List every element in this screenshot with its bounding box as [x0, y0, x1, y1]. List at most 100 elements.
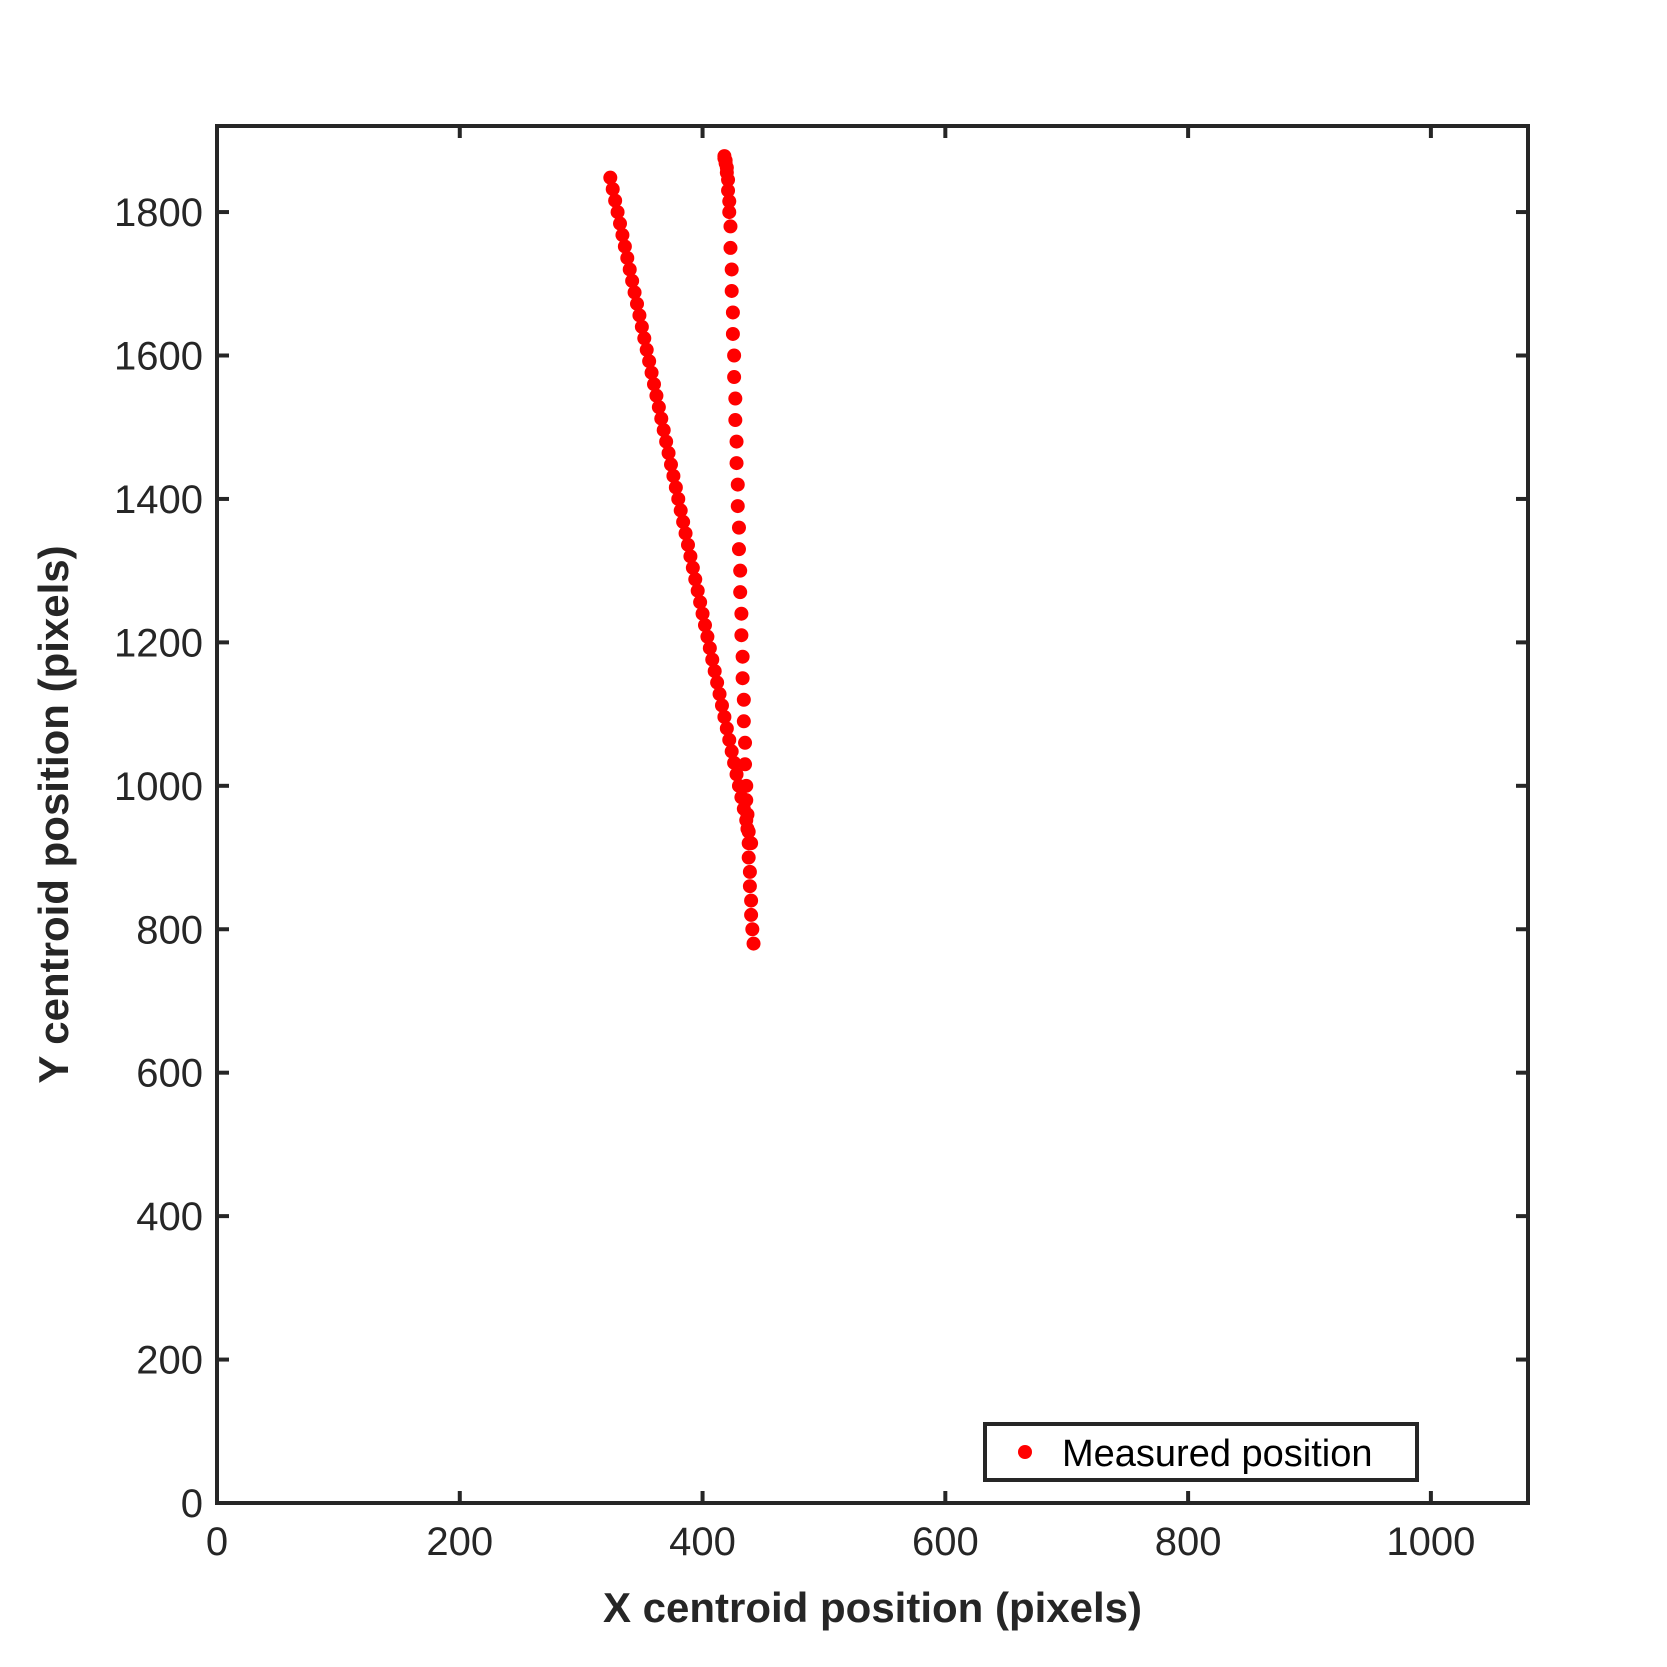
y-tick-label: 800 [136, 908, 203, 952]
data-point [651, 400, 666, 415]
data-point [688, 572, 703, 587]
data-point [722, 732, 737, 747]
data-point [735, 671, 750, 686]
x-tick-label: 1000 [1386, 1520, 1475, 1564]
data-point [661, 446, 676, 461]
x-tick-label: 0 [206, 1520, 228, 1564]
data-point [727, 348, 742, 363]
data-point [725, 326, 740, 341]
data-point [680, 537, 695, 552]
y-tick-label: 0 [181, 1482, 203, 1526]
data-point [727, 755, 742, 770]
data-point [615, 228, 630, 243]
data-point [717, 709, 732, 724]
data-point [642, 354, 657, 369]
data-point [683, 549, 698, 564]
data-point [695, 606, 710, 621]
data-point [731, 542, 746, 557]
data-point [730, 477, 745, 492]
data-point [728, 391, 743, 406]
data-point [712, 687, 727, 702]
data-point [746, 936, 761, 951]
x-tick-label: 600 [912, 1520, 979, 1564]
data-point [742, 864, 757, 879]
data-point [659, 434, 674, 449]
y-tick-label: 1600 [114, 335, 203, 379]
legend-marker [1018, 1445, 1032, 1459]
data-point [627, 285, 642, 300]
data-point [745, 922, 760, 937]
data-point [731, 520, 746, 535]
data-point [630, 296, 645, 311]
data-point [673, 503, 688, 518]
data-point [739, 778, 754, 793]
data-point [717, 149, 732, 164]
data-point [729, 434, 744, 449]
data-point [714, 698, 729, 713]
data-point [610, 205, 625, 220]
data-point [622, 262, 637, 277]
y-tick-label: 1000 [114, 765, 203, 809]
data-point [608, 193, 623, 208]
data-point [744, 893, 759, 908]
data-point [634, 319, 649, 334]
data-point [744, 907, 759, 922]
data-point [632, 308, 647, 323]
data-point [740, 807, 755, 822]
data-point [671, 491, 686, 506]
data-point [690, 583, 705, 598]
x-tick-label: 400 [669, 1520, 736, 1564]
data-point [603, 170, 618, 185]
data-point [728, 413, 743, 428]
data-point [617, 239, 632, 254]
y-tick-label: 1800 [114, 191, 203, 235]
data-point [742, 879, 757, 894]
x-tick-label: 800 [1155, 1520, 1222, 1564]
data-point [710, 675, 725, 690]
data-point [613, 216, 628, 231]
y-tick-label: 1200 [114, 621, 203, 665]
legend: Measured position [983, 1422, 1419, 1482]
legend-box [983, 1422, 1419, 1482]
data-point [734, 606, 749, 621]
data-point [729, 456, 744, 471]
axis-ticks: 0 200 400 600 800 1000 0 200 400 600 800 1000 1200 14… [114, 126, 1528, 1564]
data-point [721, 183, 736, 198]
data-point [725, 305, 740, 320]
data-point [705, 652, 720, 667]
data-point [739, 793, 754, 808]
data-point [649, 388, 664, 403]
data-point [654, 411, 669, 426]
data-point [668, 480, 683, 495]
data-point [678, 526, 693, 541]
data-point [637, 331, 652, 346]
data-point [729, 767, 744, 782]
data-point [620, 250, 635, 265]
data-point [707, 664, 722, 679]
data-point [741, 836, 756, 851]
data-point [740, 821, 755, 836]
legend-entry-label: Measured position [1062, 1433, 1373, 1475]
data-point [724, 283, 739, 298]
data-point [702, 641, 717, 656]
data-point [734, 628, 749, 643]
data-point [605, 182, 620, 197]
data-point [700, 629, 715, 644]
data-point [625, 273, 640, 288]
data-point [736, 692, 751, 707]
data-point [733, 563, 748, 578]
data-point [736, 714, 751, 729]
data-point [685, 560, 700, 575]
data-point [735, 649, 750, 664]
data-point [647, 377, 661, 392]
data-point [727, 370, 742, 385]
x-axis-label: X centroid position (pixels) [603, 1584, 1142, 1631]
y-tick-label: 600 [136, 1052, 203, 1096]
data-points [603, 149, 761, 951]
y-tick-label: 400 [136, 1195, 203, 1239]
data-point [730, 499, 745, 514]
data-point [724, 744, 739, 759]
data-point [639, 342, 654, 357]
data-point [723, 219, 738, 234]
data-point [663, 457, 678, 472]
